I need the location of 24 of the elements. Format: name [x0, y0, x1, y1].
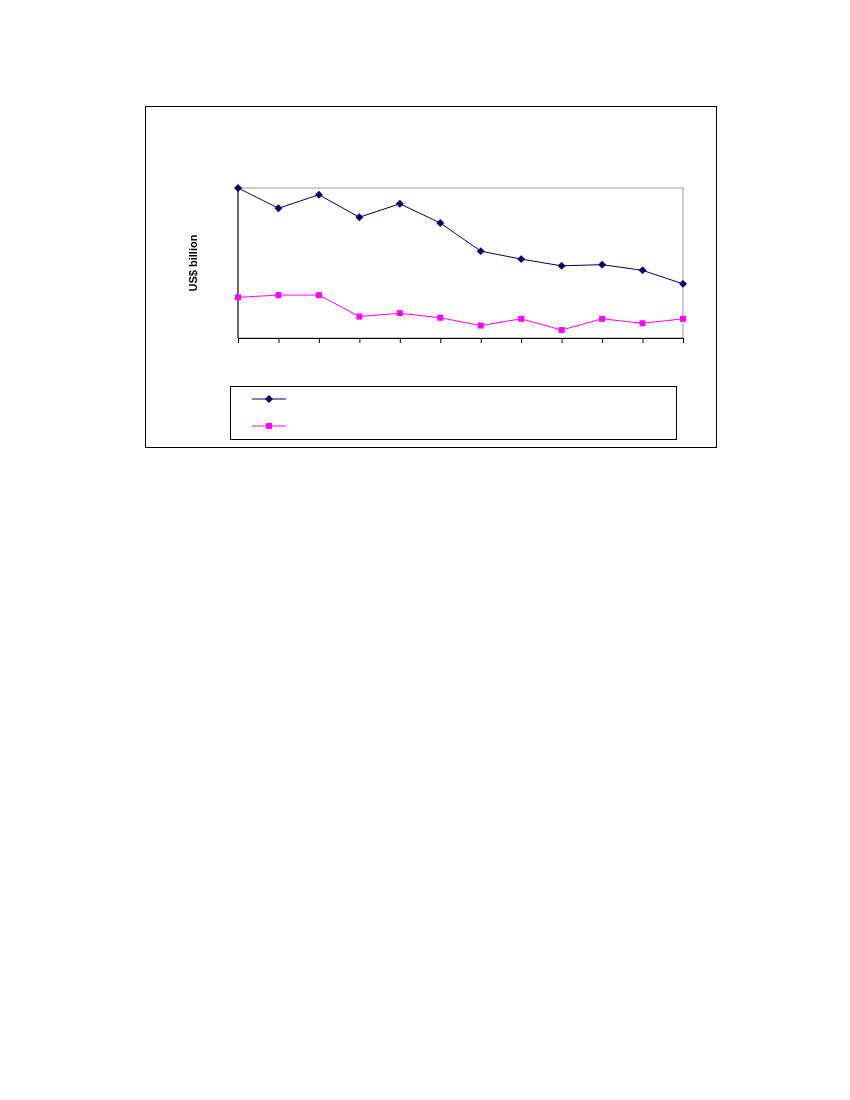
- point: [557, 261, 566, 270]
- point: [356, 313, 363, 320]
- y-axis-title: US$ billion: [187, 234, 199, 292]
- point: [680, 315, 686, 322]
- point: [477, 322, 484, 329]
- point: [315, 292, 322, 299]
- point: [518, 315, 525, 322]
- point: [437, 314, 444, 321]
- point: [235, 294, 241, 301]
- point: [558, 327, 565, 334]
- point: [275, 292, 282, 299]
- point: [679, 279, 687, 288]
- point: [638, 266, 647, 275]
- point: [599, 315, 606, 322]
- point: [598, 260, 607, 269]
- point: [396, 310, 403, 317]
- point: [395, 199, 404, 208]
- point: [274, 204, 283, 213]
- point: [355, 213, 364, 222]
- point: [517, 255, 526, 264]
- point: [639, 320, 646, 327]
- point: [476, 247, 485, 256]
- point: [436, 218, 445, 227]
- point: [314, 190, 323, 199]
